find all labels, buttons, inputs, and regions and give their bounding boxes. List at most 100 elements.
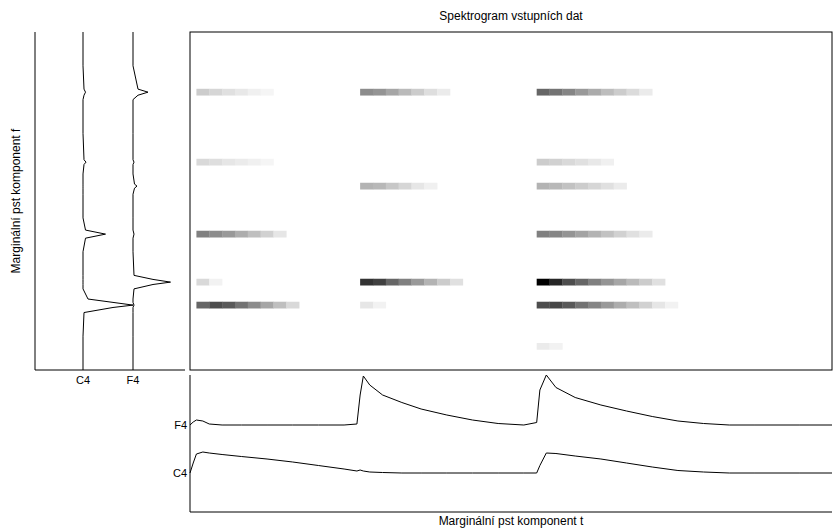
spectrogram-cell xyxy=(550,89,563,96)
spectrogram-cell xyxy=(575,159,588,166)
axis-line xyxy=(35,32,36,370)
spectrogram-cell xyxy=(601,159,614,166)
spectrogram-cell xyxy=(373,183,386,190)
spectrogram-cell xyxy=(601,231,614,238)
spectrogram-cell xyxy=(261,302,274,309)
spectrogram-cell xyxy=(209,302,222,309)
spectrogram-cell xyxy=(450,279,463,286)
spectrogram-cell xyxy=(386,89,399,96)
spectrogram-cell xyxy=(614,89,627,96)
spectrogram-cell xyxy=(537,343,550,350)
spectrogram-cell xyxy=(248,302,261,309)
spectrogram-cell xyxy=(562,159,575,166)
spectrogram-cell xyxy=(411,183,424,190)
spectrogram-cell xyxy=(550,343,563,350)
spectrogram-cell xyxy=(196,231,209,238)
spectrogram-cell xyxy=(575,183,588,190)
spectrogram-cell xyxy=(601,302,614,309)
spectrogram-cell xyxy=(373,279,386,286)
spectrogram-cell xyxy=(537,183,550,190)
spectrogram-cell xyxy=(273,231,286,238)
spectrogram-cell xyxy=(665,302,678,309)
spectrogram-cell xyxy=(614,231,627,238)
spectrogram-cell xyxy=(360,89,373,96)
spectrogram-cell xyxy=(550,231,563,238)
tick-label: F4 xyxy=(174,419,187,431)
spectrogram-cell xyxy=(537,89,550,96)
spectrogram-cell xyxy=(248,159,261,166)
density-line xyxy=(133,32,171,370)
spectrogram-cell xyxy=(575,302,588,309)
tick-label: F4 xyxy=(127,374,140,386)
spectrogram-cell xyxy=(652,302,665,309)
spectrogram-cell xyxy=(399,183,412,190)
spectrogram-cell xyxy=(360,302,373,309)
spectrogram-cell xyxy=(222,89,235,96)
spectrogram-cell xyxy=(360,183,373,190)
spectrogram-cell xyxy=(639,302,652,309)
spectrogram-cell xyxy=(235,89,248,96)
spectrogram-cell xyxy=(222,159,235,166)
spectrogram-cell xyxy=(537,159,550,166)
axis-line xyxy=(35,370,185,371)
spectrogram-cell xyxy=(562,279,575,286)
spectrogram-cell xyxy=(399,89,412,96)
spectrogram-cell xyxy=(575,89,588,96)
spectrogram-cell xyxy=(373,302,386,309)
spectrogram-cell xyxy=(588,183,601,190)
figure: Spektrogram vstupních dat C4 F4 Marginální … xyxy=(0,0,835,530)
spectrogram-cell xyxy=(248,89,261,96)
spectrogram-cell xyxy=(562,231,575,238)
spectrogram-cell xyxy=(588,159,601,166)
tick-label: C4 xyxy=(173,467,187,479)
spectrogram-cell xyxy=(222,302,235,309)
axis-title: Marginální pst komponent t xyxy=(439,514,584,528)
spectrogram-cell xyxy=(639,231,652,238)
spectrogram-cell xyxy=(386,183,399,190)
spectrogram-cell xyxy=(235,231,248,238)
spectrogram-frame xyxy=(190,32,832,370)
spectrogram-cell xyxy=(261,159,274,166)
spectrogram-cell xyxy=(424,89,437,96)
spectrogram-cell xyxy=(588,279,601,286)
spectrogram-cell xyxy=(209,89,222,96)
spectrogram-cell xyxy=(386,279,399,286)
spectrogram-cell xyxy=(562,89,575,96)
spectrogram-cell xyxy=(222,231,235,238)
spectrogram-cell xyxy=(196,89,209,96)
spectrogram-cell xyxy=(627,302,640,309)
spectrogram-cell xyxy=(537,279,550,286)
spectrogram-cell xyxy=(399,279,412,286)
axis-title: Marginální pst komponent f xyxy=(9,128,23,273)
axis-line xyxy=(190,375,191,512)
spectrogram-cell xyxy=(627,231,640,238)
spectrogram-cell xyxy=(235,302,248,309)
title: Spektrogram vstupních dat xyxy=(439,9,583,23)
spectrogram-cell xyxy=(196,159,209,166)
spectrogram-cell xyxy=(209,231,222,238)
spectrogram-cell xyxy=(562,302,575,309)
spectrogram-cell xyxy=(411,279,424,286)
density-line xyxy=(83,32,133,370)
spectrogram-cell xyxy=(588,89,601,96)
spectrogram-cell xyxy=(562,183,575,190)
spectrogram-cell xyxy=(639,89,652,96)
tick-label: C4 xyxy=(76,374,90,386)
spectrogram-cell xyxy=(639,279,652,286)
spectrogram-cell xyxy=(537,302,550,309)
spectrogram-cell xyxy=(209,279,222,286)
density-line xyxy=(190,452,832,473)
spectrogram-cell xyxy=(209,159,222,166)
spectrogram-cell xyxy=(614,183,627,190)
spectrogram-cell xyxy=(550,279,563,286)
spectrogram-cell xyxy=(550,183,563,190)
spectrogram-cell xyxy=(196,302,209,309)
spectrogram-cell xyxy=(614,279,627,286)
spectrogram-cell xyxy=(248,231,261,238)
density-line xyxy=(190,375,832,425)
spectrogram-cell xyxy=(424,183,437,190)
spectrogram-cell xyxy=(437,89,450,96)
spectrogram-cell xyxy=(273,302,286,309)
spectrogram-cell xyxy=(550,302,563,309)
spectrogram-cell xyxy=(550,159,563,166)
